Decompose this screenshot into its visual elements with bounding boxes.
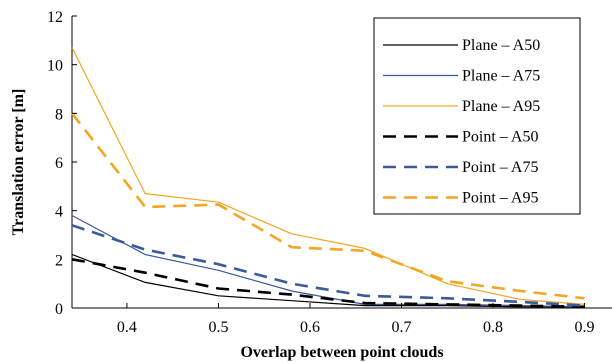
legend-box bbox=[373, 17, 581, 215]
series-line-2 bbox=[71, 214, 585, 308]
y-tick-label: 8 bbox=[55, 106, 63, 123]
x-tick-label: 0.9 bbox=[575, 319, 595, 336]
axis-ticks: 0.4 0.5 0.6 0.7 0.8 0.9 0 2 4 6 8 10 12 bbox=[47, 9, 595, 336]
series-line-3 bbox=[71, 47, 585, 305]
legend-label: Point – A75 bbox=[462, 159, 538, 176]
x-tick-label: 0.7 bbox=[391, 319, 411, 336]
series-line-5 bbox=[71, 224, 585, 307]
x-tick-label: 0.4 bbox=[117, 319, 137, 336]
legend-label: Point – A95 bbox=[462, 190, 538, 207]
legend-label: Plane – A95 bbox=[462, 98, 540, 115]
y-tick-label: 10 bbox=[47, 58, 63, 75]
y-tick-label: 2 bbox=[55, 252, 63, 269]
y-tick-label: 12 bbox=[47, 9, 63, 26]
x-tick-label: 0.5 bbox=[208, 319, 228, 336]
legend-label: Plane – A75 bbox=[462, 68, 540, 85]
x-tick-label: 0.8 bbox=[483, 319, 503, 336]
legend: Plane – A50 Plane – A75 Plane – A95 Point –… bbox=[373, 17, 581, 215]
y-tick-label: 0 bbox=[55, 301, 63, 318]
series-line-1 bbox=[71, 253, 585, 308]
y-tick-label: 6 bbox=[55, 155, 63, 172]
x-axis-title: Overlap between point clouds bbox=[240, 344, 443, 361]
legend-label: Plane – A50 bbox=[462, 37, 540, 54]
y-tick-label: 4 bbox=[55, 204, 63, 221]
x-tick-label: 0.6 bbox=[300, 319, 320, 336]
y-axis-title: Translation error [m] bbox=[10, 89, 27, 236]
series-line-6 bbox=[70, 112, 585, 300]
series-layer bbox=[70, 47, 585, 309]
legend-label: Point – A50 bbox=[462, 129, 538, 146]
series-line-4 bbox=[71, 258, 585, 309]
